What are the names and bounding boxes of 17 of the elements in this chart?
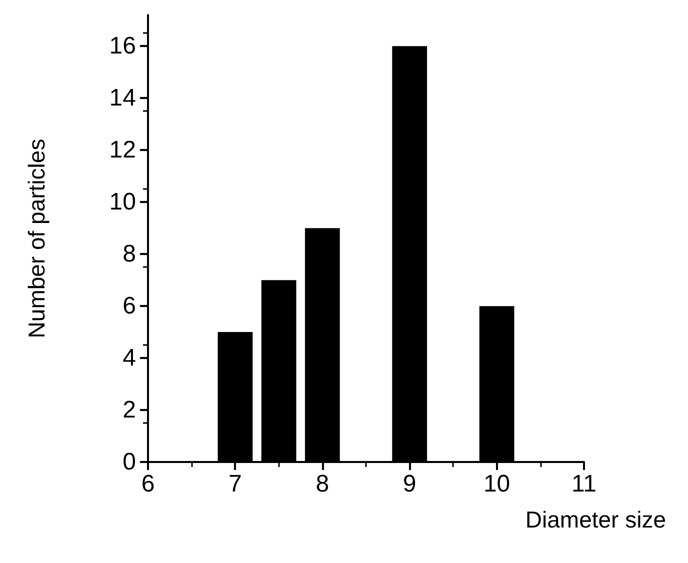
y-tick-label: 2 <box>122 396 136 424</box>
x-tick-label: 11 <box>572 470 596 498</box>
y-tick-label: 12 <box>109 136 136 164</box>
x-tick-label: 10 <box>483 470 510 498</box>
y-tick-label: 10 <box>109 188 136 216</box>
x-axis-title: Diameter size <box>525 506 666 532</box>
y-tick-label: 6 <box>122 292 136 320</box>
x-tick-label: 9 <box>402 470 416 498</box>
x-tick-label: 7 <box>228 470 242 498</box>
y-axis-title: Number of particles <box>24 138 50 338</box>
y-tick-label: 8 <box>122 240 136 268</box>
x-tick-label: 8 <box>316 470 330 498</box>
y-tick-label: 16 <box>109 32 136 60</box>
y-tick-label: 4 <box>122 344 136 372</box>
y-tick-label: 14 <box>109 84 136 112</box>
y-tick-label: 0 <box>122 448 136 476</box>
x-tick-label: 6 <box>141 470 155 498</box>
